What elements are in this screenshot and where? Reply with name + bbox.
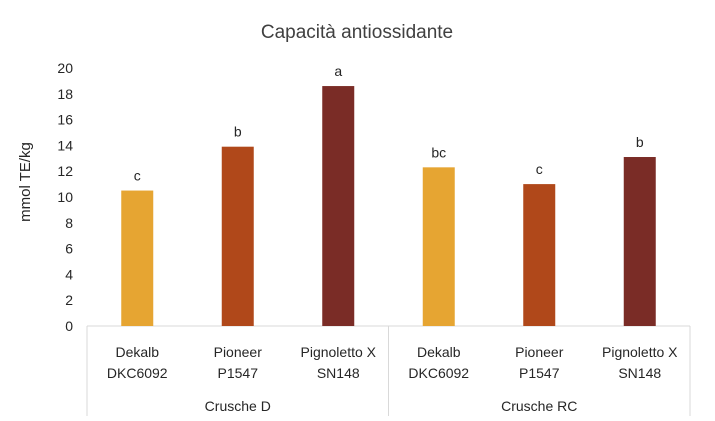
bar-significance-label: b — [636, 134, 644, 150]
group-label: Crusche D — [205, 398, 271, 414]
y-tick-label: 12 — [57, 163, 73, 179]
y-tick-label: 20 — [57, 60, 73, 76]
category-label-line1: Dekalb — [115, 344, 159, 360]
category-label-line1: Pioneer — [515, 344, 564, 360]
bar — [322, 86, 355, 326]
category-label-line2: DKC6092 — [107, 365, 168, 381]
bar — [121, 190, 154, 326]
group-label: Crusche RC — [501, 398, 577, 414]
category-label-line2: SN148 — [618, 365, 661, 381]
bar-significance-label: c — [536, 161, 543, 177]
chart-title: Capacità antiossidante — [261, 22, 453, 43]
y-tick-label: 6 — [65, 241, 73, 257]
bar-significance-label: bc — [431, 144, 446, 160]
y-tick-label: 2 — [65, 292, 73, 308]
bar-significance-label: a — [334, 63, 342, 79]
y-tick-label: 10 — [57, 189, 73, 205]
category-label-line1: Dekalb — [417, 344, 461, 360]
bar-significance-label: c — [134, 168, 141, 184]
category-label-line2: P1547 — [218, 365, 259, 381]
category-label-line1: Pioneer — [214, 344, 263, 360]
y-tick-label: 18 — [57, 86, 73, 102]
y-tick-label: 0 — [65, 318, 73, 334]
y-tick-label: 8 — [65, 215, 73, 231]
bar — [623, 157, 656, 326]
plot-area: 0 2 4 6 8 10 12 14 16 18 20 c Dekalb DKC6092 b Pioneer P… — [57, 60, 691, 416]
category-label-line2: P1547 — [519, 365, 560, 381]
y-tick-label: 4 — [65, 266, 73, 282]
y-tick-label: 16 — [57, 112, 73, 128]
category-label-line1: Pignoletto X — [602, 344, 678, 360]
bar-significance-label: b — [234, 124, 242, 140]
bar — [523, 184, 556, 326]
category-label-line2: DKC6092 — [408, 365, 469, 381]
bar — [422, 167, 455, 326]
category-label-line2: SN148 — [317, 365, 360, 381]
bar — [221, 146, 254, 326]
y-tick-label: 14 — [57, 137, 73, 153]
category-label-line1: Pignoletto X — [301, 344, 377, 360]
y-axis-label: mmol TE/kg — [17, 142, 34, 222]
